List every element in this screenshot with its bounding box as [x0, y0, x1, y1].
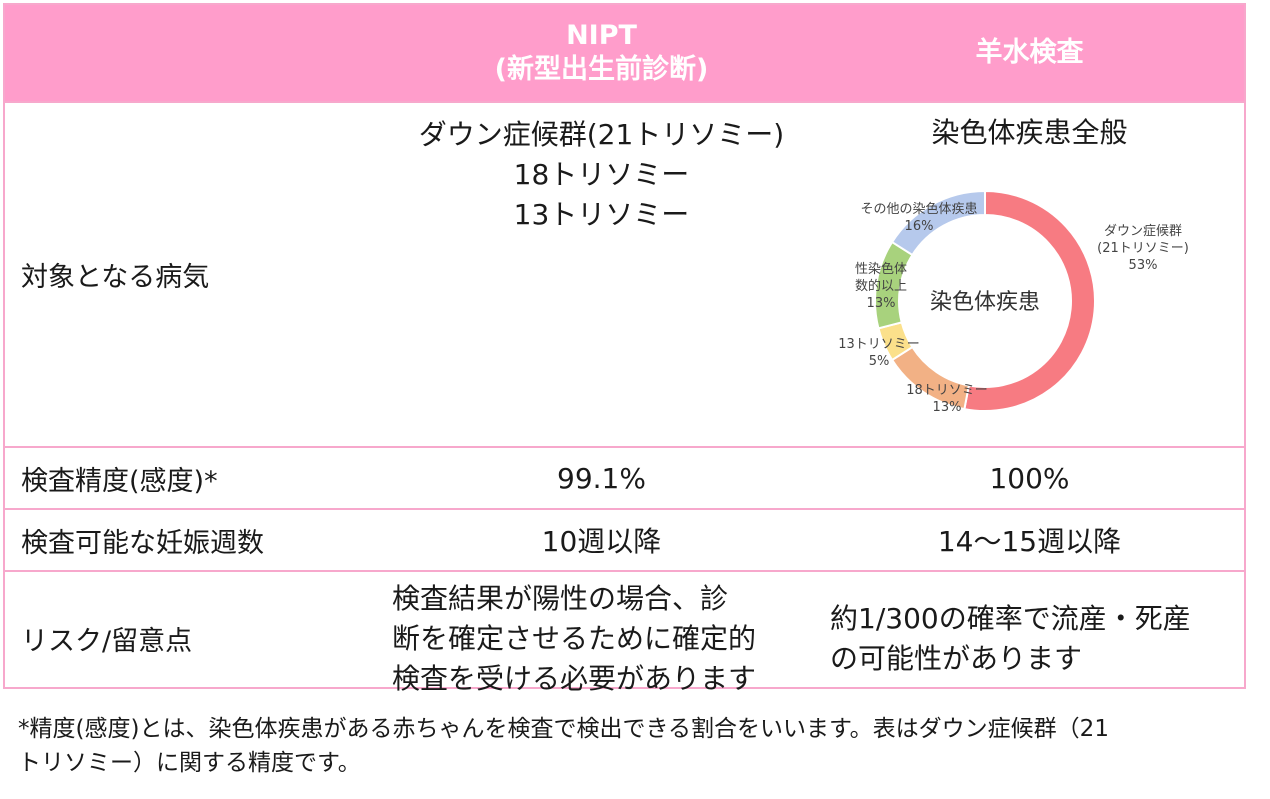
- header-nipt-line1: NIPT: [566, 20, 637, 51]
- amnio-disease-cell: 染色体疾患全般 染色体疾患 ダウン症候群(21トリソミー) 53% 18トリソミー 13…: [815, 102, 1244, 448]
- header-row: NIPT (新型出生前診断) 羊水検査: [5, 5, 1244, 103]
- row-label-disease: 対象となる病気: [5, 102, 388, 448]
- amnio-disease-title: 染色体疾患全般: [931, 116, 1128, 149]
- donut-label-1: ダウン症候群(21トリソミー) 53%: [1097, 224, 1189, 273]
- row-label-risk: リスク/留意点: [21, 626, 193, 657]
- nipt-accuracy: 99.1%: [388, 447, 815, 510]
- amnio-risk-line-1: 約1/300の確率で流産・死産: [830, 601, 1191, 635]
- header-amnio: 羊水検査: [815, 5, 1244, 103]
- row-target-disease: 対象となる病気 ダウン症候群(21トリソミー) 18トリソミー 13トリソミー …: [5, 102, 1244, 448]
- nipt-weeks: 10週以降: [388, 509, 815, 572]
- row-label-accuracy: 検査精度(感度)*: [5, 447, 388, 510]
- footnote-line-1: *精度(感度)とは、染色体疾患がある赤ちゃんを検査で検出できる割合をいいます。表…: [18, 716, 1109, 742]
- donut-label-4: 性染色体数的以上 13%: [855, 261, 907, 311]
- nipt-disease-cell: ダウン症候群(21トリソミー) 18トリソミー 13トリソミー: [388, 102, 815, 448]
- nipt-risk-line-3: 検査を受ける必要があります: [392, 661, 757, 695]
- row-label-weeks: 検査可能な妊娠週数: [5, 509, 388, 572]
- row-risk: リスク/留意点 検査結果が陽性の場合、診 断を確定させるために確定的 検査を受け…: [5, 571, 1244, 705]
- donut-label-2: 18トリソミー 13%: [906, 383, 988, 415]
- amnio-risk-line-2: の可能性があります: [830, 641, 1083, 675]
- nipt-disease-2: 18トリソミー: [513, 158, 690, 191]
- nipt-risk-line-1: 検査結果が陽性の場合、診: [392, 581, 729, 615]
- header-nipt-line2: (新型出生前診断): [494, 54, 709, 85]
- amnio-weeks: 14～15週以降: [815, 509, 1244, 572]
- amnio-accuracy: 100%: [815, 447, 1244, 510]
- nipt-risk-line-2: 断を確定させるために確定的: [392, 621, 757, 655]
- row-weeks: 検査可能な妊娠週数 10週以降 14～15週以降: [5, 509, 1244, 572]
- donut-chart: 染色体疾患 ダウン症候群(21トリソミー) 53% 18トリソミー 13% 13トリソミー…: [838, 191, 1189, 415]
- footnote: *精度(感度)とは、染色体疾患がある赤ちゃんを検査で検出できる割合をいいます。表…: [18, 712, 1258, 780]
- header-nipt: NIPT (新型出生前診断): [388, 5, 815, 103]
- donut-label-5: その他の染色体疾患 16%: [860, 201, 977, 234]
- header-empty-cell: [5, 5, 388, 103]
- nipt-disease-1: ダウン症候群(21トリソミー): [418, 118, 785, 151]
- amnio-risk: 約1/300の確率で流産・死産 の可能性があります: [815, 571, 1244, 705]
- footnote-line-2: トリソミー）に関する精度です。: [18, 750, 361, 776]
- nipt-risk: 検査結果が陽性の場合、診 断を確定させるために確定的 検査を受ける必要があります: [388, 571, 815, 705]
- donut-slice-5: [890, 191, 986, 257]
- row-accuracy: 検査精度(感度)* 99.1% 100%: [5, 447, 1244, 510]
- nipt-disease-3: 13トリソミー: [513, 198, 690, 231]
- donut-center-title: 染色体疾患: [930, 290, 1040, 315]
- comparison-table: NIPT (新型出生前診断) 羊水検査 対象となる病気 ダウン症候群(21トリソ…: [3, 3, 1246, 695]
- donut-label-3: 13トリソミー 5%: [838, 337, 920, 369]
